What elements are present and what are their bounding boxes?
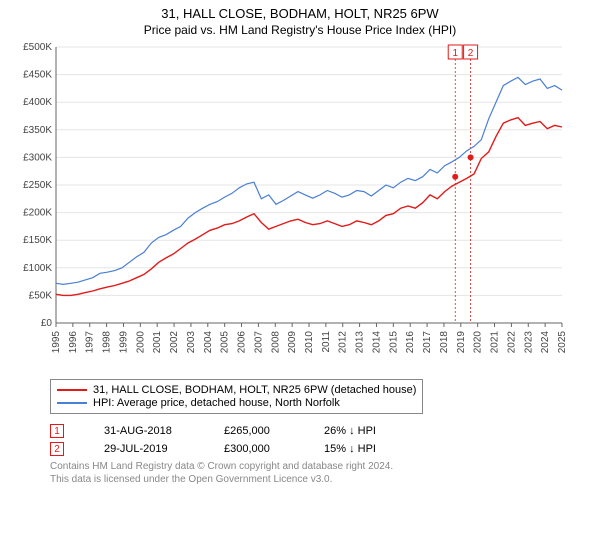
footer-line-2: This data is licensed under the Open Gov… bbox=[50, 473, 590, 486]
sale-price: £300,000 bbox=[224, 443, 294, 455]
svg-text:2018: 2018 bbox=[439, 331, 450, 354]
svg-text:2017: 2017 bbox=[422, 331, 433, 354]
footer-text: Contains HM Land Registry data © Crown c… bbox=[50, 460, 590, 486]
sale-date: 29-JUL-2019 bbox=[104, 443, 194, 455]
svg-text:£350K: £350K bbox=[23, 125, 52, 136]
footer-line-1: Contains HM Land Registry data © Crown c… bbox=[50, 460, 590, 473]
svg-text:2022: 2022 bbox=[506, 331, 517, 354]
svg-text:2023: 2023 bbox=[523, 331, 534, 354]
legend-label: HPI: Average price, detached house, Nort… bbox=[93, 397, 340, 409]
legend-swatch bbox=[57, 402, 87, 404]
svg-text:2019: 2019 bbox=[456, 331, 467, 354]
svg-text:2013: 2013 bbox=[355, 331, 366, 354]
chart-title: 31, HALL CLOSE, BODHAM, HOLT, NR25 6PW bbox=[10, 6, 590, 21]
svg-text:2006: 2006 bbox=[237, 331, 248, 354]
svg-text:2: 2 bbox=[468, 48, 474, 59]
svg-text:2021: 2021 bbox=[490, 331, 501, 354]
svg-text:£300K: £300K bbox=[23, 152, 52, 163]
svg-text:2016: 2016 bbox=[405, 331, 416, 354]
svg-text:2008: 2008 bbox=[270, 331, 281, 354]
sale-price: £265,000 bbox=[224, 425, 294, 437]
svg-text:2003: 2003 bbox=[186, 331, 197, 354]
chart-subtitle: Price paid vs. HM Land Registry's House … bbox=[10, 23, 590, 37]
legend-swatch bbox=[57, 389, 87, 391]
line-chart: £0 £50K £100K £150K £200K £250K £300K £350K £400… bbox=[10, 43, 570, 373]
svg-text:2001: 2001 bbox=[152, 331, 163, 354]
chart-area: £0 £50K £100K £150K £200K £250K £300K £350K £400… bbox=[10, 43, 590, 373]
svg-text:1995: 1995 bbox=[51, 331, 62, 354]
svg-text:1997: 1997 bbox=[85, 331, 96, 354]
svg-text:£200K: £200K bbox=[23, 208, 52, 219]
svg-text:2014: 2014 bbox=[371, 331, 382, 354]
svg-text:2025: 2025 bbox=[557, 331, 568, 354]
chart-container: 31, HALL CLOSE, BODHAM, HOLT, NR25 6PW P… bbox=[0, 0, 600, 560]
svg-text:2004: 2004 bbox=[203, 331, 214, 354]
svg-text:2000: 2000 bbox=[135, 331, 146, 354]
svg-text:2007: 2007 bbox=[253, 331, 264, 354]
sale-marker-icon: 1 bbox=[50, 424, 64, 438]
svg-text:2015: 2015 bbox=[388, 331, 399, 354]
svg-text:£500K: £500K bbox=[23, 43, 52, 53]
svg-text:2002: 2002 bbox=[169, 331, 180, 354]
svg-text:2020: 2020 bbox=[473, 331, 484, 354]
svg-text:£50K: £50K bbox=[29, 290, 53, 301]
legend-item: HPI: Average price, detached house, Nort… bbox=[57, 397, 416, 409]
svg-text:2024: 2024 bbox=[540, 331, 551, 354]
svg-text:£0: £0 bbox=[41, 318, 53, 329]
svg-text:£250K: £250K bbox=[23, 180, 52, 191]
svg-text:2005: 2005 bbox=[220, 331, 231, 354]
legend: 31, HALL CLOSE, BODHAM, HOLT, NR25 6PW (… bbox=[50, 379, 423, 414]
svg-text:1: 1 bbox=[452, 48, 458, 59]
svg-text:£100K: £100K bbox=[23, 263, 52, 274]
svg-text:1998: 1998 bbox=[102, 331, 113, 354]
legend-item: 31, HALL CLOSE, BODHAM, HOLT, NR25 6PW (… bbox=[57, 384, 416, 396]
legend-label: 31, HALL CLOSE, BODHAM, HOLT, NR25 6PW (… bbox=[93, 384, 416, 396]
svg-text:£450K: £450K bbox=[23, 70, 52, 81]
sale-date: 31-AUG-2018 bbox=[104, 425, 194, 437]
sale-row: 2 29-JUL-2019 £300,000 15% ↓ HPI bbox=[50, 442, 590, 456]
sale-marker-icon: 2 bbox=[50, 442, 64, 456]
svg-text:£150K: £150K bbox=[23, 235, 52, 246]
svg-text:2009: 2009 bbox=[287, 331, 298, 354]
svg-text:1999: 1999 bbox=[118, 331, 129, 354]
sale-row: 1 31-AUG-2018 £265,000 26% ↓ HPI bbox=[50, 424, 590, 438]
svg-text:2012: 2012 bbox=[338, 331, 349, 354]
sale-delta: 15% ↓ HPI bbox=[324, 443, 376, 455]
svg-text:2010: 2010 bbox=[304, 331, 315, 354]
svg-text:£400K: £400K bbox=[23, 97, 52, 108]
svg-text:1996: 1996 bbox=[68, 331, 79, 354]
sales-table: 1 31-AUG-2018 £265,000 26% ↓ HPI 2 29-JUL-201… bbox=[50, 424, 590, 456]
svg-text:2011: 2011 bbox=[321, 331, 332, 353]
sale-delta: 26% ↓ HPI bbox=[324, 425, 376, 437]
